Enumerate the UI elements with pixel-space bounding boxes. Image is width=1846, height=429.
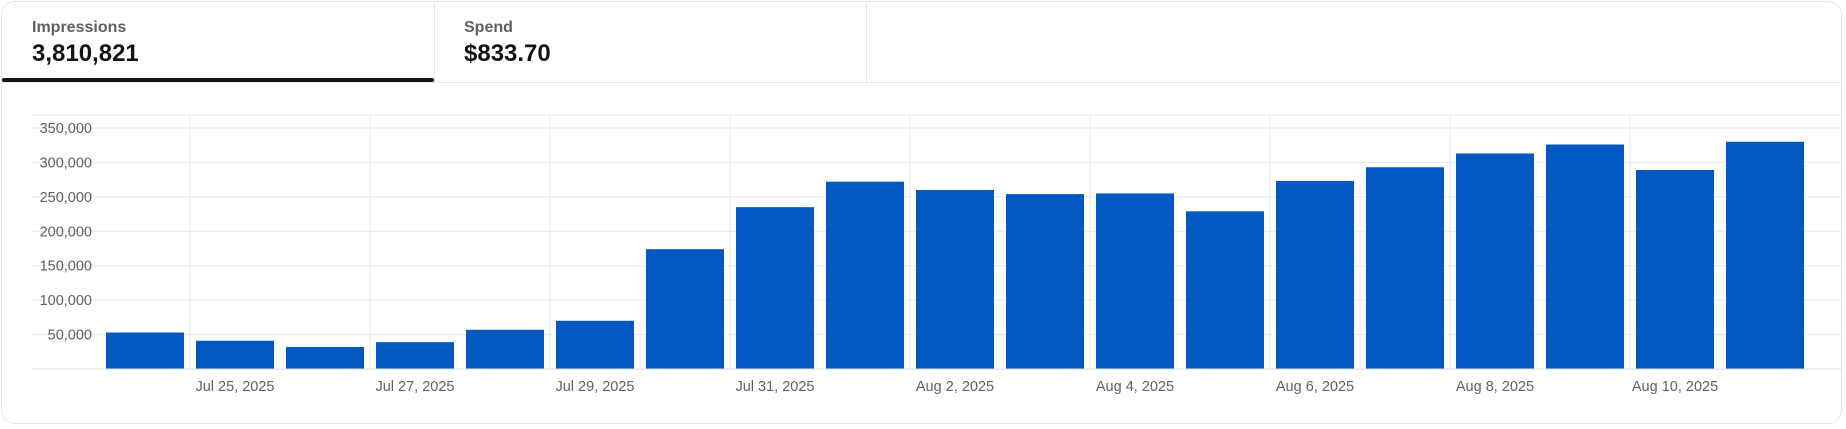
bar bbox=[556, 320, 634, 369]
bar bbox=[1636, 170, 1714, 369]
y-tick-label: 250,000 bbox=[40, 190, 92, 206]
x-tick-label: Jul 25, 2025 bbox=[195, 379, 274, 395]
y-tick-label: 150,000 bbox=[40, 259, 92, 275]
bar bbox=[286, 346, 364, 369]
bar bbox=[1366, 167, 1444, 369]
bar bbox=[1726, 141, 1804, 369]
x-tick-label: Aug 4, 2025 bbox=[1096, 379, 1174, 395]
bar bbox=[646, 249, 724, 369]
impressions-bar-chart: 50,000 100,000 150,000 200,000 250,000 300,00… bbox=[32, 114, 1841, 395]
x-tick-label: Aug 6, 2025 bbox=[1276, 379, 1354, 395]
active-tab-indicator bbox=[2, 78, 434, 82]
tab-impressions-value: 3,810,821 bbox=[32, 40, 139, 67]
x-tick-label: Aug 10, 2025 bbox=[1632, 379, 1718, 395]
x-tick-label: Aug 8, 2025 bbox=[1456, 379, 1534, 395]
bar bbox=[1096, 193, 1174, 369]
y-tick-label: 300,000 bbox=[40, 155, 92, 171]
y-tick-label: 50,000 bbox=[48, 328, 92, 344]
bar bbox=[736, 207, 814, 369]
metric-tabs: Impressions 3,810,821 Spend $833.70 bbox=[2, 2, 1841, 83]
tab-impressions[interactable]: Impressions 3,810,821 bbox=[2, 2, 435, 82]
x-tick-label: Jul 29, 2025 bbox=[555, 379, 634, 395]
tab-spend-label: Spend bbox=[464, 19, 513, 36]
bar bbox=[106, 332, 184, 369]
bar bbox=[1276, 181, 1354, 369]
bar bbox=[1186, 211, 1264, 369]
chart-area: 50,000 100,000 150,000 200,000 250,000 300,00… bbox=[2, 82, 1841, 423]
y-tick-label: 200,000 bbox=[40, 224, 92, 240]
tab-impressions-label: Impressions bbox=[32, 19, 127, 36]
bar bbox=[1546, 144, 1624, 369]
bar bbox=[916, 189, 994, 369]
y-tick-label: 350,000 bbox=[40, 121, 92, 137]
y-tick-label: 100,000 bbox=[40, 293, 92, 309]
bar bbox=[1456, 153, 1534, 369]
tab-spend[interactable]: Spend $833.70 bbox=[434, 2, 867, 82]
bar bbox=[466, 329, 544, 369]
tab-spend-value: $833.70 bbox=[464, 40, 551, 67]
bar bbox=[376, 342, 454, 369]
x-tick-label: Jul 31, 2025 bbox=[735, 379, 814, 395]
bar bbox=[826, 181, 904, 369]
bar bbox=[1006, 194, 1084, 369]
x-tick-label: Jul 27, 2025 bbox=[375, 379, 454, 395]
bar bbox=[196, 340, 274, 369]
x-tick-label: Aug 2, 2025 bbox=[916, 379, 994, 395]
